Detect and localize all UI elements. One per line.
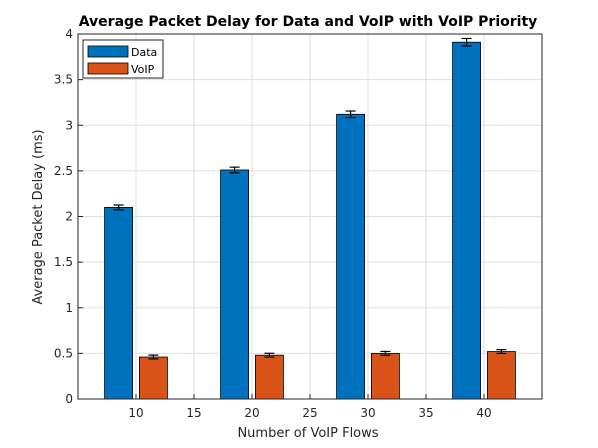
legend-swatch-data xyxy=(87,45,129,58)
error-bar-voip-2 xyxy=(380,350,391,356)
bar-voip-3 xyxy=(486,351,516,400)
x-tick-label: 10 xyxy=(128,406,143,420)
x-tick-label: 40 xyxy=(476,406,491,420)
y-tick-label: 3.5 xyxy=(54,73,73,87)
x-axis-label: Number of VoIP Flows xyxy=(237,426,378,441)
bar-data-0 xyxy=(104,206,133,400)
bar-data-1 xyxy=(220,169,250,400)
y-axis-label: Average Packet Delay (ms) xyxy=(31,129,46,304)
error-bar-voip-1 xyxy=(264,352,275,358)
bar-voip-1 xyxy=(254,354,284,400)
y-tick-label: 3 xyxy=(65,118,73,132)
y-tick-label: 0 xyxy=(65,392,73,406)
x-tick-label: 30 xyxy=(360,406,375,420)
y-tick-label: 2 xyxy=(65,210,73,224)
y-tick-label: 2.5 xyxy=(54,164,73,178)
y-tick-label: 1 xyxy=(65,301,73,315)
legend: Data VoIP xyxy=(82,39,164,79)
bar-data-2 xyxy=(336,113,366,400)
error-bars xyxy=(113,37,507,360)
error-bar-voip-3 xyxy=(496,349,507,355)
chart-title: Average Packet Delay for Data and VoIP w… xyxy=(79,14,538,30)
bar-voip-2 xyxy=(370,352,400,400)
legend-label-data: Data xyxy=(131,46,157,59)
error-bar-data-0 xyxy=(113,204,124,211)
legend-swatch-voip xyxy=(87,62,129,75)
bar-voip-0 xyxy=(138,356,168,400)
bar-data-3 xyxy=(452,41,482,400)
error-bar-data-3 xyxy=(461,37,472,47)
axis-ticks: 10 15 20 25 30 35 40 0 0.5 1 1.5 2 2.5 3 3.5 4 xyxy=(54,27,492,420)
x-tick-label: 35 xyxy=(418,406,433,420)
legend-label-voip: VoIP xyxy=(131,63,155,76)
x-tick-label: 15 xyxy=(186,406,201,420)
y-tick-label: 4 xyxy=(65,27,73,41)
error-bar-data-2 xyxy=(345,110,356,119)
x-tick-label: 25 xyxy=(302,406,317,420)
y-tick-label: 1.5 xyxy=(54,255,73,269)
error-bar-voip-0 xyxy=(148,354,159,360)
x-tick-label: 20 xyxy=(244,406,259,420)
error-bar-data-1 xyxy=(229,166,240,174)
y-tick-label: 0.5 xyxy=(54,346,73,360)
